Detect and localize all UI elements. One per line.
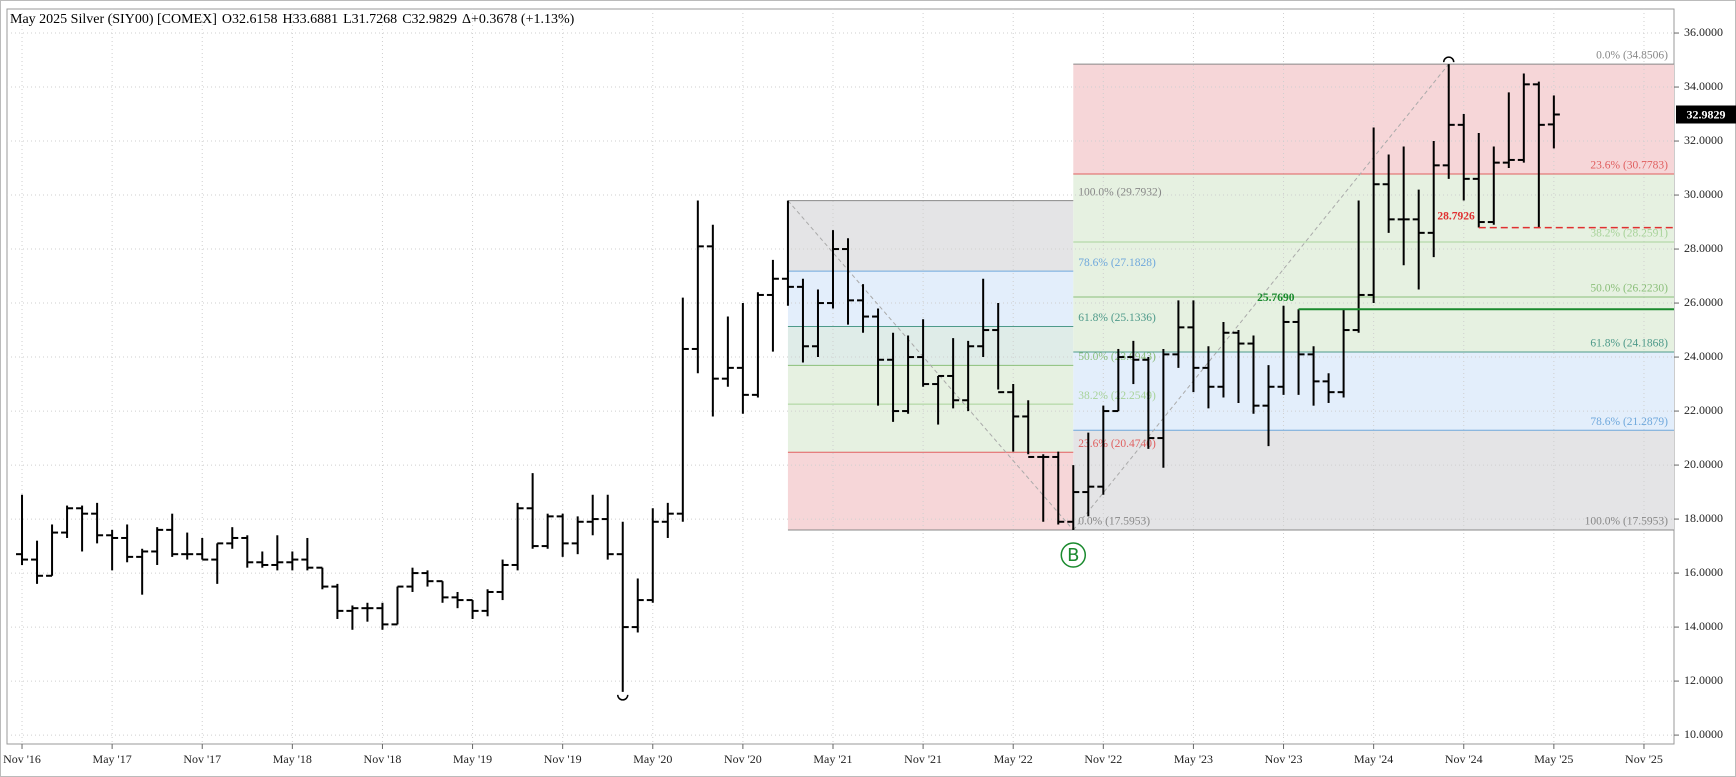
x-tick-label: Nov '23 — [1265, 752, 1303, 766]
x-tick-label: May '23 — [1174, 752, 1213, 766]
fib-trend-line — [787, 200, 1074, 531]
y-tick-label: 28.0000 — [1684, 241, 1723, 255]
x-tick-label: May '19 — [453, 752, 492, 766]
header-item: H33.6881 — [283, 12, 339, 27]
x-tick-label: May '20 — [633, 752, 672, 766]
last-price-label: 32.9829 — [1687, 107, 1726, 121]
fib-label: 78.6% (21.2879) — [1590, 416, 1668, 428]
fib-band — [787, 452, 1074, 530]
y-tick-label: 26.0000 — [1684, 295, 1723, 309]
fib-label: 38.2% (22.2549) — [1078, 390, 1156, 402]
fib-band — [787, 404, 1074, 453]
y-tick-label: 30.0000 — [1684, 187, 1723, 201]
fib-band — [787, 271, 1074, 327]
fib-label: 100.0% (29.7932) — [1078, 186, 1162, 198]
x-tick-label: Nov '17 — [183, 752, 221, 766]
y-tick-label: 34.0000 — [1684, 79, 1723, 93]
marker-label: B — [1067, 545, 1079, 566]
fib-band — [1073, 297, 1674, 353]
marker-circle — [1060, 542, 1087, 568]
y-tick-label: 20.0000 — [1684, 457, 1723, 471]
x-tick-label: Nov '22 — [1084, 752, 1122, 766]
x-tick-label: May '21 — [813, 752, 852, 766]
fib-label: 100.0% (17.5953) — [1585, 516, 1669, 528]
fib-label: 50.0% (23.6943) — [1078, 351, 1156, 363]
fib-label: 61.8% (24.1868) — [1590, 338, 1668, 350]
fib-band — [787, 326, 1074, 366]
y-tick-label: 18.0000 — [1684, 511, 1723, 525]
fib-label: 78.6% (27.1828) — [1078, 257, 1156, 269]
fib-label: 23.6% (20.4740) — [1078, 438, 1156, 450]
y-tick-label: 16.0000 — [1684, 565, 1723, 579]
level-label: 25.7690 — [1257, 292, 1295, 304]
y-tick-label: 32.0000 — [1684, 133, 1723, 147]
level-label: 28.7926 — [1437, 210, 1475, 222]
y-tick-label: 12.0000 — [1684, 673, 1723, 687]
y-tick-label: 24.0000 — [1684, 349, 1723, 363]
last-price-box — [1676, 105, 1736, 124]
fib-band — [787, 200, 1074, 272]
y-tick-label: 36.0000 — [1684, 25, 1723, 39]
fib-band — [787, 365, 1074, 405]
x-tick-label: Nov '16 — [3, 752, 41, 766]
x-tick-label: May '22 — [994, 752, 1033, 766]
x-tick-label: Nov '25 — [1625, 752, 1663, 766]
x-tick-label: May '25 — [1534, 752, 1573, 766]
header: May 2025 Silver (SIY00) [COMEX] O32.6158 H… — [10, 12, 575, 27]
y-tick-label: 22.0000 — [1684, 403, 1723, 417]
x-tick-label: Nov '24 — [1445, 752, 1483, 766]
header-item: Δ+0.3678 (+1.13%) — [462, 12, 575, 27]
x-tick-label: Nov '19 — [544, 752, 582, 766]
header-item: C32.9829 — [402, 12, 457, 27]
fib-trend-line — [1072, 63, 1450, 531]
header-item: O32.6158 — [222, 12, 278, 27]
x-tick-label: Nov '20 — [724, 752, 762, 766]
x-tick-label: May '17 — [93, 752, 132, 766]
fib-label: 50.0% (26.2230) — [1590, 283, 1668, 295]
x-tick-label: May '18 — [273, 752, 312, 766]
fib-label: 0.0% (17.5953) — [1078, 516, 1150, 528]
header-item: L31.7268 — [343, 12, 397, 27]
fib-label: 38.2% (28.2591) — [1590, 228, 1668, 240]
swing-low-marker — [616, 694, 629, 701]
x-tick-label: May '24 — [1354, 752, 1393, 766]
fib-label: 23.6% (30.7783) — [1590, 160, 1668, 172]
swing-high-marker — [1442, 56, 1455, 63]
x-tick-label: Nov '18 — [364, 752, 402, 766]
y-tick-label: 10.0000 — [1684, 727, 1723, 741]
header-item: May 2025 Silver (SIY00) [COMEX] — [10, 12, 217, 27]
x-tick-label: Nov '21 — [904, 752, 942, 766]
fib-label: 61.8% (25.1336) — [1078, 312, 1156, 324]
y-tick-label: 14.0000 — [1684, 619, 1723, 633]
fib-label: 0.0% (34.8506) — [1596, 50, 1668, 62]
